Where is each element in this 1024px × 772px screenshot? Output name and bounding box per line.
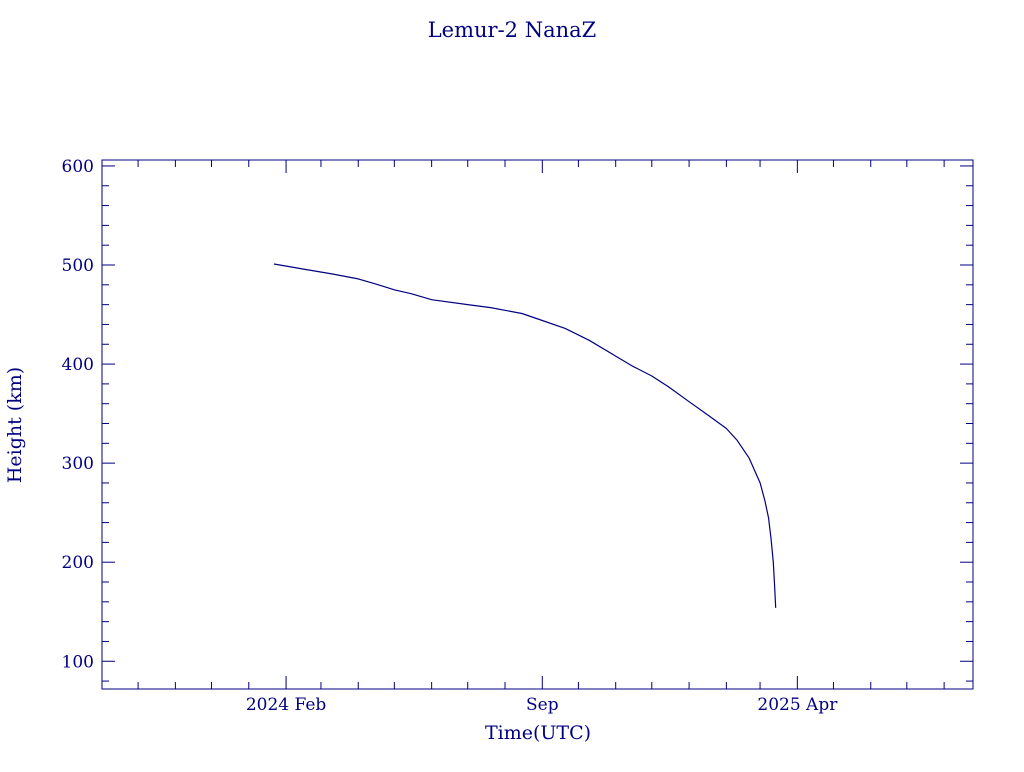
y-tick-label: 100: [62, 652, 94, 672]
chart-title: Lemur-2 NanaZ: [428, 18, 597, 42]
x-tick-label: 2024 Feb: [246, 695, 327, 715]
x-tick-label: Sep: [526, 695, 559, 715]
y-tick-label: 300: [62, 454, 94, 474]
y-tick-label: 200: [62, 553, 94, 573]
tick-labels-layer: 100 200 300 400 500 600 2024 Feb Sep 2025 Apr: [62, 157, 839, 715]
ticks-layer: [101, 160, 973, 689]
series-layer: [273, 263, 777, 608]
y-tick-label: 500: [62, 256, 94, 276]
y-tick-label: 400: [62, 355, 94, 375]
plot-frame: [101, 159, 974, 690]
y-axis-label: Height (km): [4, 367, 26, 483]
x-axis-label: Time(UTC): [485, 722, 591, 744]
height-series-line: [273, 263, 777, 608]
y-tick-label: 600: [62, 157, 94, 177]
x-tick-label: 2025 Apr: [757, 695, 838, 715]
